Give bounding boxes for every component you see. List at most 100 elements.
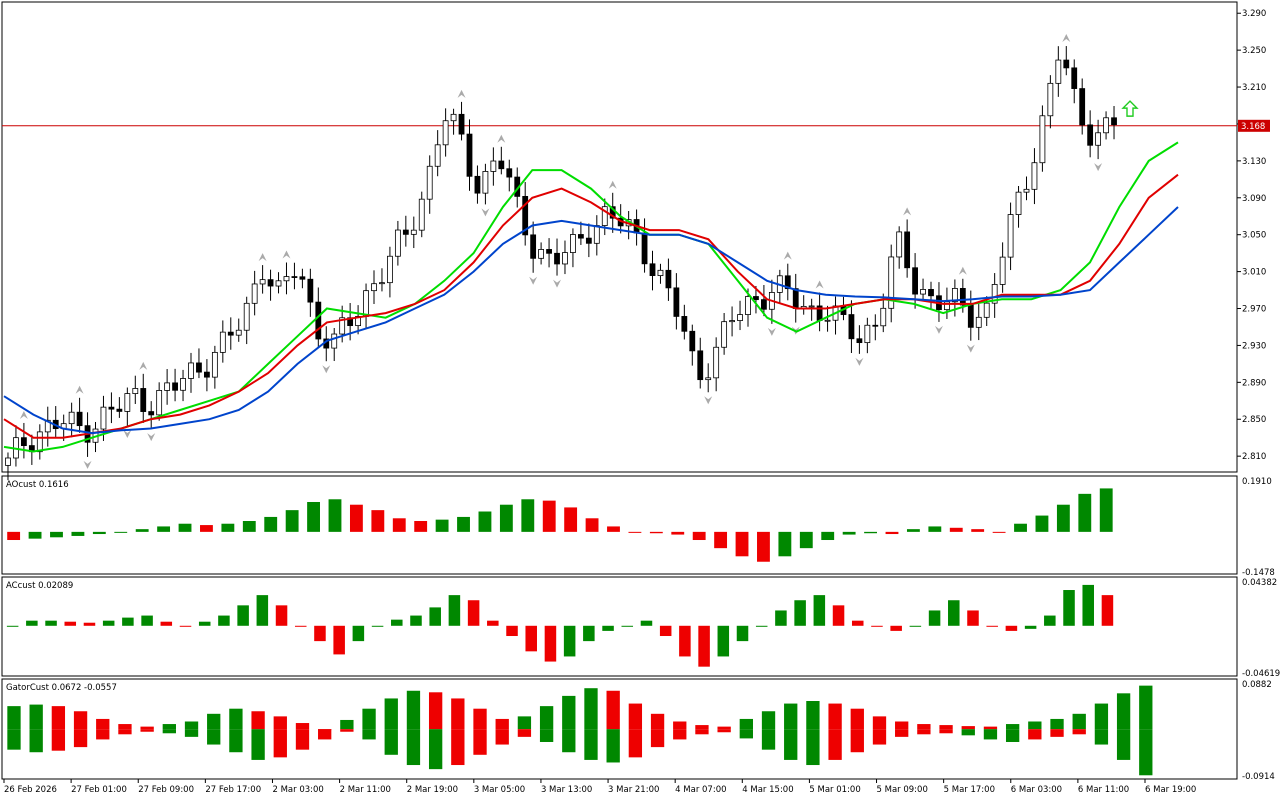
- candle[interactable]: [920, 289, 926, 295]
- candle[interactable]: [124, 393, 131, 412]
- candle[interactable]: [490, 160, 497, 172]
- candle[interactable]: [204, 371, 210, 378]
- candle[interactable]: [482, 171, 489, 194]
- candle[interactable]: [188, 362, 194, 379]
- candle[interactable]: [784, 275, 791, 290]
- candle[interactable]: [689, 330, 696, 352]
- candle[interactable]: [546, 249, 552, 254]
- candle[interactable]: [108, 406, 115, 410]
- candle[interactable]: [1007, 214, 1014, 258]
- candle[interactable]: [394, 229, 401, 257]
- candle[interactable]: [753, 296, 759, 301]
- candle[interactable]: [44, 419, 51, 433]
- candle[interactable]: [410, 229, 417, 235]
- candle[interactable]: [983, 302, 990, 318]
- candle[interactable]: [928, 289, 934, 297]
- candle[interactable]: [959, 288, 966, 306]
- candle[interactable]: [888, 256, 895, 309]
- candle[interactable]: [20, 437, 27, 446]
- candle[interactable]: [570, 234, 576, 253]
- candle[interactable]: [554, 252, 560, 265]
- candle[interactable]: [434, 144, 441, 167]
- candle[interactable]: [522, 195, 529, 236]
- candle[interactable]: [172, 382, 178, 391]
- candle[interactable]: [355, 315, 361, 327]
- candle[interactable]: [904, 231, 911, 269]
- candle[interactable]: [331, 333, 338, 349]
- candle[interactable]: [1079, 88, 1086, 126]
- candle[interactable]: [601, 206, 608, 226]
- gator-panel[interactable]: [7, 685, 1153, 776]
- candle[interactable]: [1087, 124, 1094, 146]
- candle[interactable]: [880, 307, 887, 327]
- candle[interactable]: [530, 234, 537, 259]
- candle[interactable]: [641, 232, 648, 265]
- candle[interactable]: [506, 168, 513, 178]
- candle[interactable]: [1095, 132, 1102, 146]
- candle[interactable]: [1023, 188, 1030, 193]
- candle[interactable]: [379, 282, 385, 285]
- candle[interactable]: [211, 351, 218, 378]
- candle[interactable]: [387, 255, 393, 284]
- candle[interactable]: [442, 120, 449, 146]
- candle[interactable]: [562, 252, 568, 265]
- candle[interactable]: [275, 280, 282, 287]
- candle[interactable]: [761, 299, 767, 310]
- candle[interactable]: [896, 231, 903, 258]
- candle[interactable]: [164, 382, 171, 391]
- candle[interactable]: [729, 320, 735, 323]
- candle[interactable]: [1039, 115, 1046, 164]
- candle[interactable]: [76, 411, 83, 427]
- candle[interactable]: [235, 329, 242, 336]
- candle[interactable]: [180, 378, 186, 391]
- candle[interactable]: [363, 290, 369, 317]
- candle[interactable]: [156, 390, 163, 416]
- candle[interactable]: [5, 457, 11, 466]
- candle[interactable]: [697, 350, 704, 381]
- candle[interactable]: [951, 288, 958, 303]
- candle[interactable]: [967, 304, 974, 328]
- candle[interactable]: [474, 175, 481, 194]
- candle[interactable]: [458, 113, 465, 135]
- ao-panel[interactable]: [7, 488, 1113, 562]
- candle[interactable]: [196, 362, 202, 373]
- candle[interactable]: [116, 408, 123, 412]
- candle[interactable]: [593, 225, 600, 244]
- candle[interactable]: [1071, 67, 1078, 89]
- ac-panel[interactable]: [6, 584, 1114, 667]
- candle[interactable]: [864, 324, 871, 344]
- candle[interactable]: [36, 431, 43, 453]
- candle[interactable]: [975, 316, 982, 328]
- candle[interactable]: [219, 331, 226, 353]
- candle[interactable]: [283, 276, 290, 282]
- candle[interactable]: [792, 288, 799, 309]
- candle[interactable]: [339, 317, 346, 335]
- candle[interactable]: [1015, 191, 1022, 215]
- candle[interactable]: [649, 263, 656, 277]
- candle[interactable]: [140, 388, 147, 412]
- candle[interactable]: [251, 283, 258, 304]
- candle[interactable]: [418, 198, 425, 231]
- candle[interactable]: [315, 301, 322, 340]
- candle[interactable]: [673, 287, 680, 317]
- candle[interactable]: [1111, 117, 1117, 126]
- candle[interactable]: [999, 256, 1006, 285]
- candle[interactable]: [243, 302, 250, 331]
- candle[interactable]: [737, 314, 743, 321]
- candle[interactable]: [227, 331, 234, 336]
- candle[interactable]: [705, 377, 712, 381]
- candle[interactable]: [1047, 82, 1054, 117]
- candle[interactable]: [466, 133, 473, 177]
- candle[interactable]: [585, 237, 592, 244]
- candle[interactable]: [1055, 59, 1062, 84]
- candle[interactable]: [498, 160, 505, 170]
- candle[interactable]: [824, 319, 831, 322]
- candle[interactable]: [291, 276, 298, 278]
- candle[interactable]: [872, 324, 879, 327]
- candle[interactable]: [402, 229, 409, 235]
- candle[interactable]: [132, 388, 139, 394]
- candle[interactable]: [426, 165, 433, 200]
- candle[interactable]: [856, 338, 863, 344]
- candle[interactable]: [657, 269, 664, 277]
